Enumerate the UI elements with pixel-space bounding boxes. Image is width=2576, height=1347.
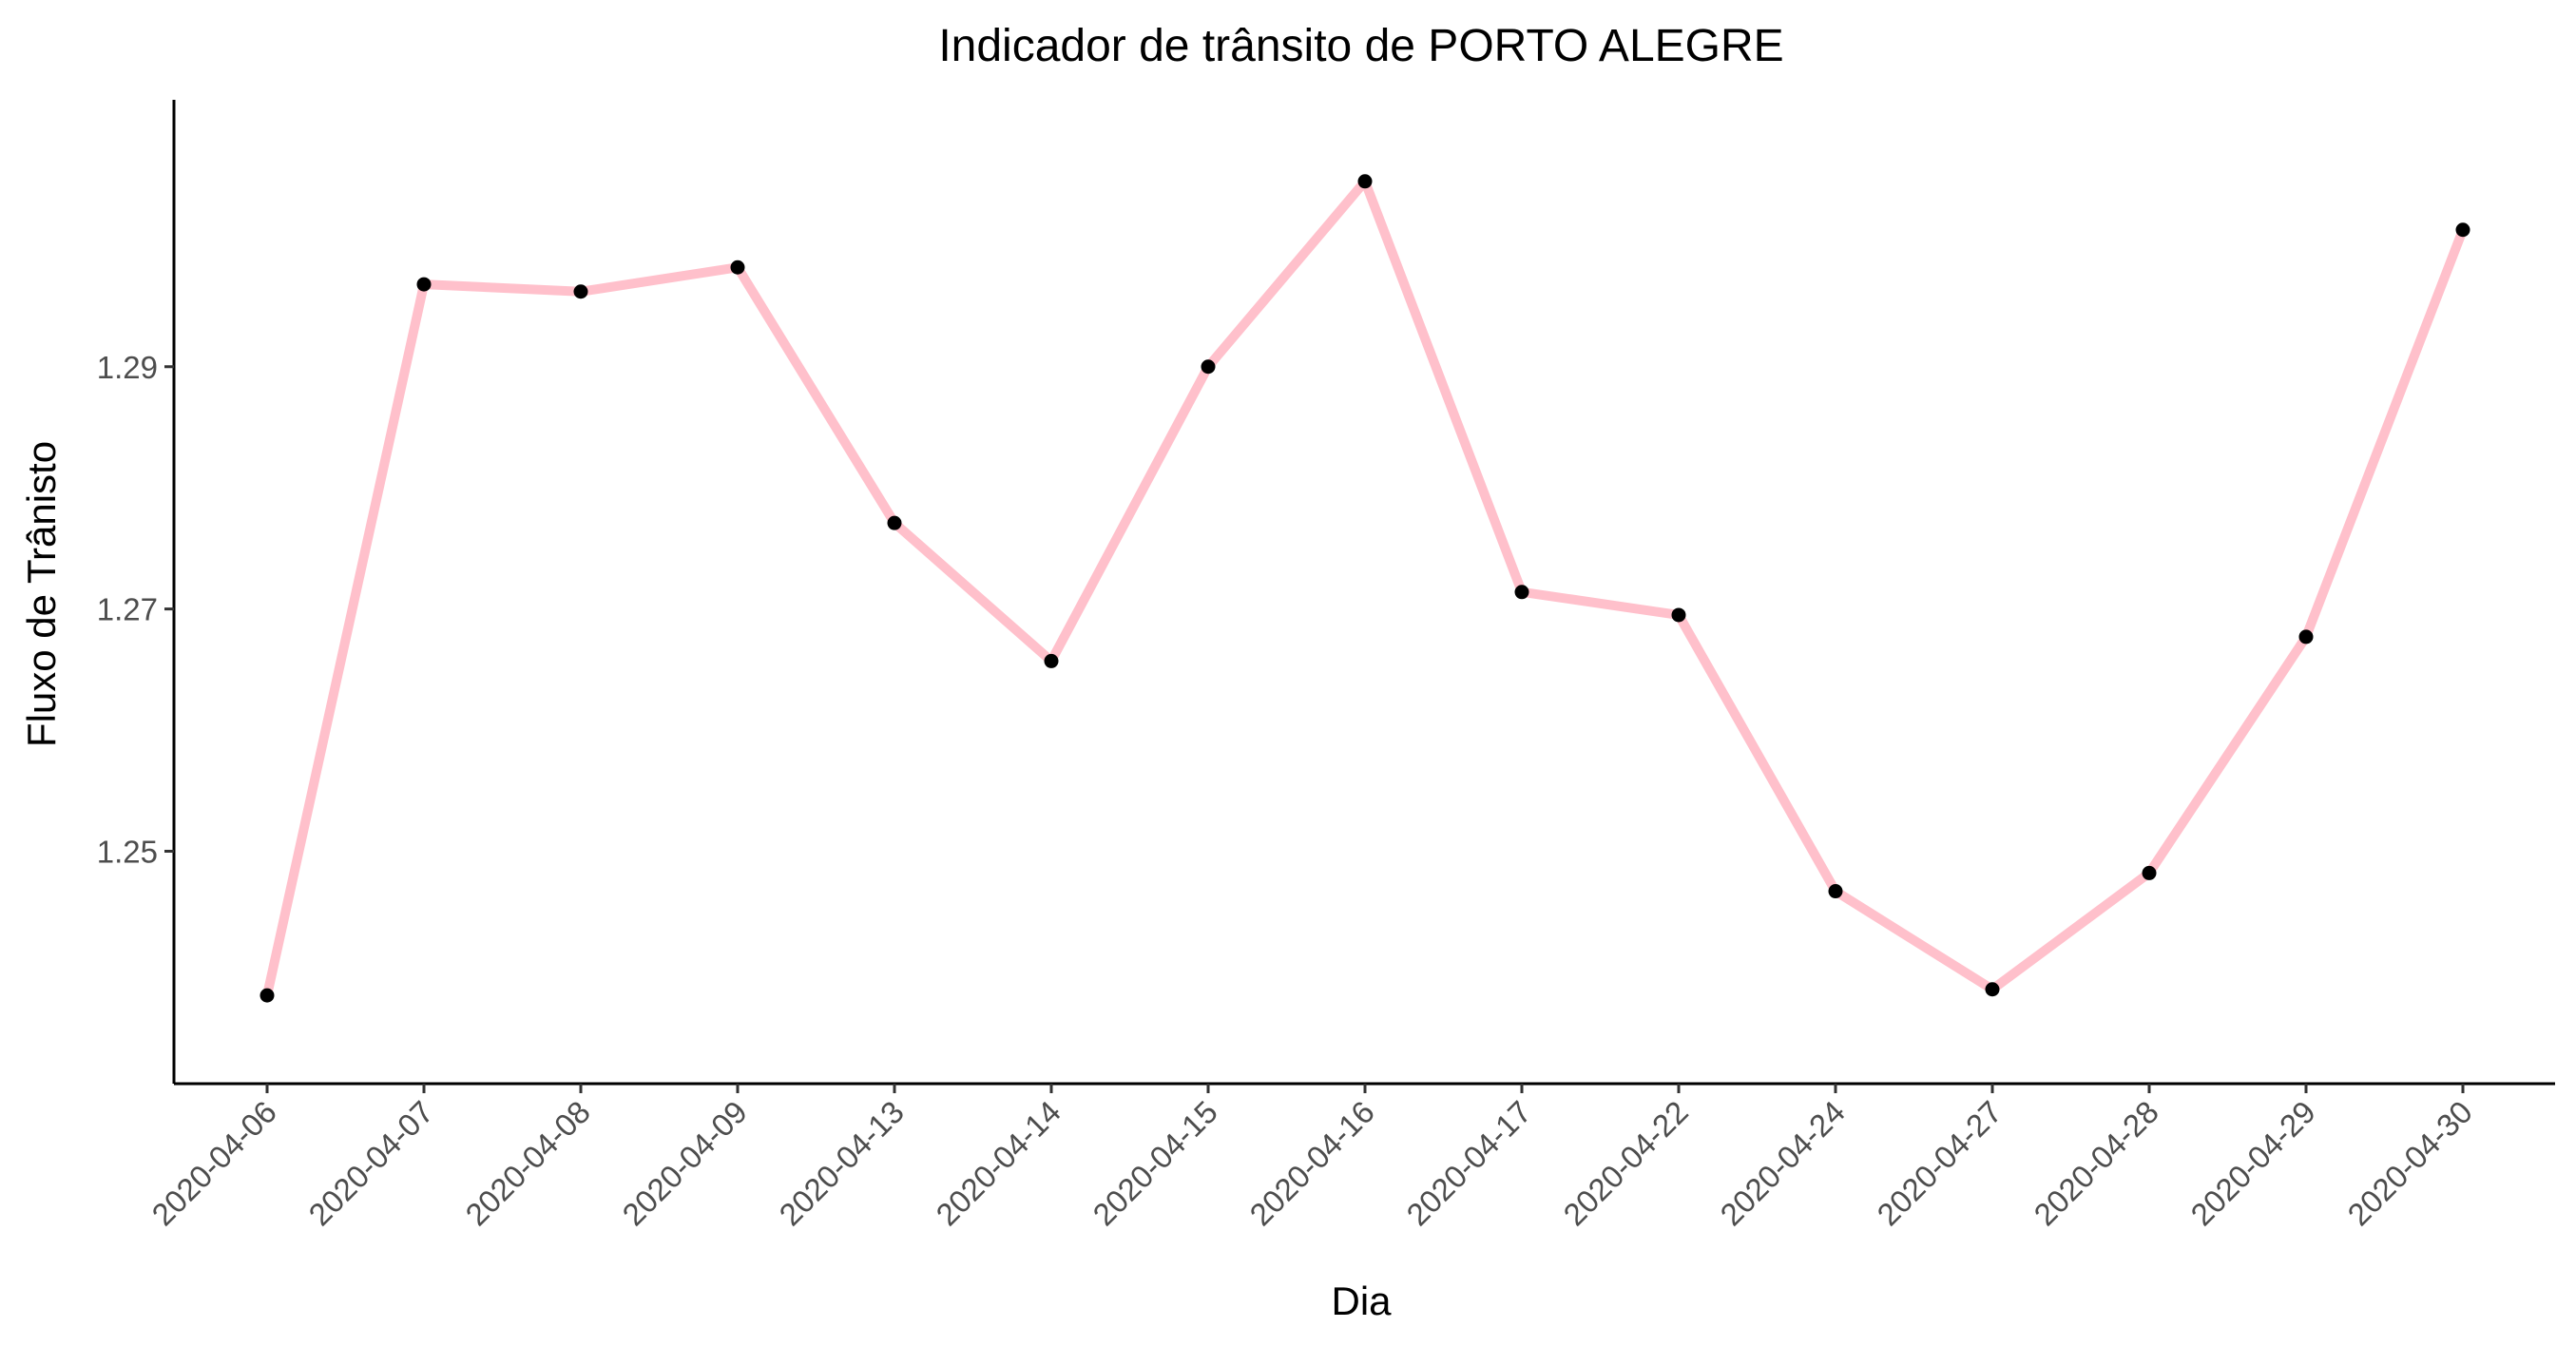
data-point bbox=[1044, 653, 1059, 668]
x-tick-label: 2020-04-14 bbox=[929, 1094, 1067, 1233]
series-line bbox=[262, 176, 2468, 1001]
data-point bbox=[1514, 585, 1529, 600]
x-tick-label: 2020-04-16 bbox=[1242, 1094, 1381, 1233]
chart-title: Indicador de trânsito de PORTO ALEGRE bbox=[938, 21, 1783, 71]
x-tick-label: 2020-04-06 bbox=[144, 1094, 283, 1233]
data-point bbox=[1357, 174, 1373, 189]
data-point bbox=[887, 515, 902, 530]
y-axis-title: Fluxo de Trânisto bbox=[19, 441, 64, 747]
data-point bbox=[1201, 359, 1216, 375]
data-point bbox=[260, 988, 275, 1003]
x-tick-label: 2020-04-28 bbox=[2027, 1094, 2165, 1233]
x-tick-label: 2020-04-29 bbox=[2183, 1094, 2322, 1233]
x-tick-label: 2020-04-13 bbox=[772, 1094, 911, 1233]
y-tick-label: 1.29 bbox=[97, 350, 158, 385]
data-point bbox=[2298, 629, 2314, 645]
data-point bbox=[1671, 607, 1686, 623]
y-tick-label: 1.27 bbox=[97, 592, 158, 627]
x-tick-label: 2020-04-07 bbox=[301, 1094, 440, 1233]
data-point bbox=[1828, 884, 1843, 899]
data-point bbox=[1985, 982, 2000, 997]
data-point bbox=[2455, 222, 2470, 238]
x-tick-label: 2020-04-09 bbox=[615, 1094, 754, 1233]
x-tick-label: 2020-04-22 bbox=[1556, 1094, 1695, 1233]
x-axis-title: Dia bbox=[1331, 1279, 1392, 1323]
x-tick-label: 2020-04-24 bbox=[1713, 1094, 1852, 1233]
y-tick-label: 1.25 bbox=[97, 834, 158, 869]
data-point bbox=[416, 277, 432, 292]
data-point bbox=[730, 260, 745, 275]
data-point bbox=[2142, 865, 2157, 880]
x-tick-label: 2020-04-30 bbox=[2340, 1094, 2479, 1233]
x-tick-label: 2020-04-17 bbox=[1399, 1094, 1538, 1233]
data-point bbox=[573, 284, 588, 299]
x-tick-label: 2020-04-08 bbox=[458, 1094, 597, 1233]
x-tick-label: 2020-04-27 bbox=[1870, 1094, 2009, 1233]
x-tick-label: 2020-04-15 bbox=[1086, 1094, 1224, 1233]
